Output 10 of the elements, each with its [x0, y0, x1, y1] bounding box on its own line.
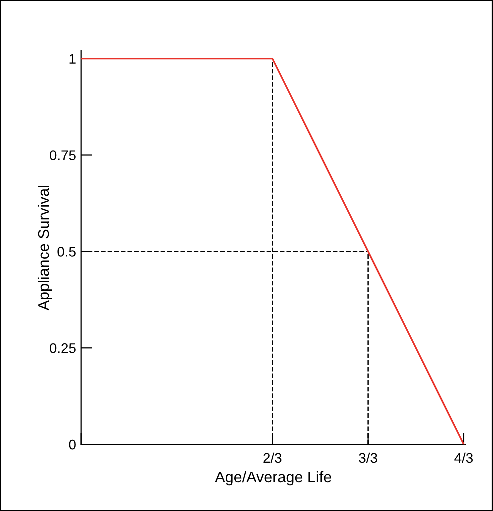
y-axis-title: Appliance Survival: [38, 186, 52, 311]
y-tick-label: 0: [69, 440, 76, 450]
x-axis-title: Age/Average Life: [215, 471, 332, 486]
y-tick-label: 0.75: [50, 150, 76, 160]
y-tick-label: 0.25: [50, 343, 76, 354]
x-tick-label: 3/3: [359, 452, 378, 464]
y-tick-label: 0.5: [58, 247, 76, 257]
y-tick-label: 1: [70, 54, 76, 64]
x-tick-label: 2/3: [264, 452, 282, 464]
x-tick-label: 4/3: [454, 452, 474, 464]
